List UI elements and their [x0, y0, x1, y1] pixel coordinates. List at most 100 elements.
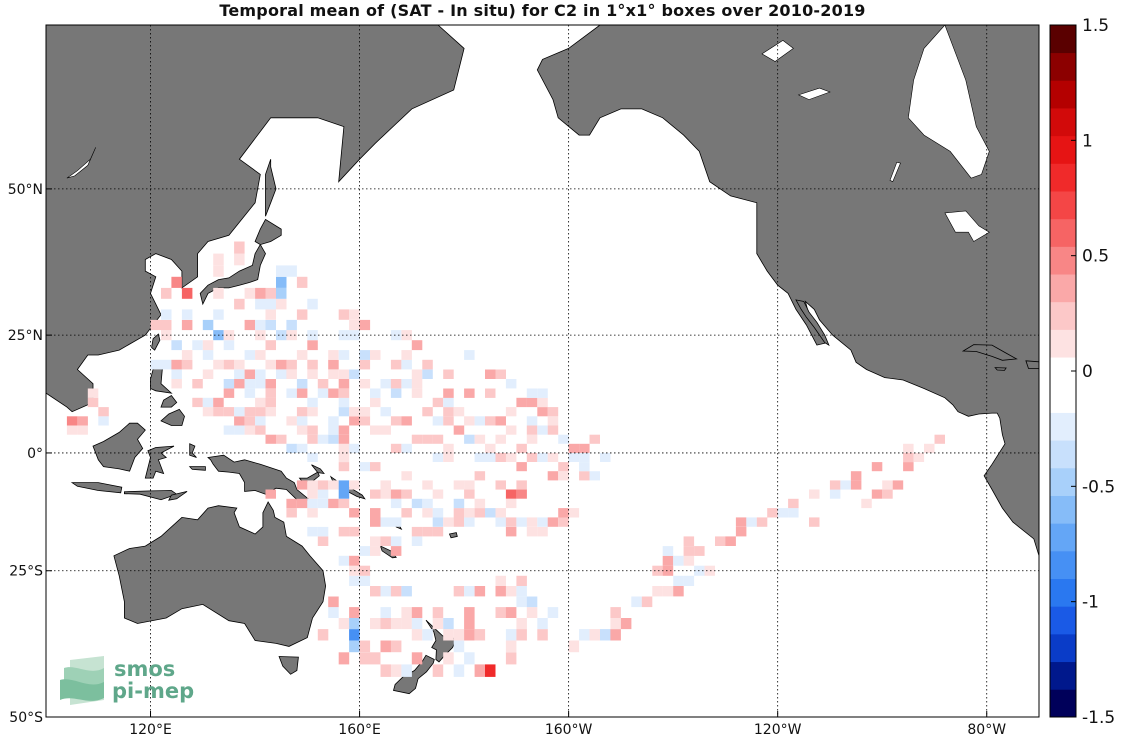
data-cell	[443, 388, 454, 398]
data-cell	[464, 388, 475, 398]
colorbar-segment	[1050, 412, 1076, 441]
data-cell	[411, 388, 423, 398]
data-cell	[328, 416, 339, 426]
data-cell	[223, 407, 235, 417]
data-cell	[401, 350, 412, 360]
data-cell	[652, 565, 663, 576]
data-cell	[380, 586, 391, 597]
data-cell	[338, 407, 350, 417]
colorbar-segment	[1050, 108, 1076, 137]
data-cell	[338, 350, 350, 360]
data-cell	[495, 416, 506, 426]
data-cell	[255, 319, 266, 331]
data-cell	[307, 480, 318, 490]
lake-baikal	[66, 147, 96, 179]
data-cell	[370, 517, 381, 527]
data-cell	[265, 388, 276, 398]
data-cell	[276, 359, 287, 370]
land-lesser-sunda	[124, 490, 178, 501]
colorbar-segment	[1050, 550, 1076, 579]
data-cell	[892, 480, 904, 490]
land-new-guinea	[207, 454, 312, 501]
land-visayas	[160, 394, 178, 408]
data-cell	[505, 498, 517, 509]
colorbar-segment	[1050, 80, 1076, 109]
data-cell	[516, 575, 527, 586]
data-cell	[244, 407, 256, 417]
y-tick-label: 25°S	[9, 564, 43, 580]
data-cell	[422, 359, 433, 370]
colorbar-segment	[1050, 661, 1076, 690]
data-cell	[161, 309, 172, 320]
data-cell	[150, 359, 161, 370]
data-cell	[181, 359, 193, 370]
data-cell	[453, 640, 465, 653]
data-cell	[338, 555, 350, 566]
data-cell	[213, 397, 224, 408]
data-cell	[317, 434, 329, 444]
data-cell	[390, 517, 402, 527]
data-cell	[223, 379, 235, 389]
data-cell	[338, 397, 350, 408]
data-cell	[328, 607, 339, 618]
data-cell	[443, 517, 454, 527]
data-cell	[401, 471, 412, 481]
data-cell	[464, 508, 475, 518]
data-cell	[338, 330, 350, 341]
data-cell	[746, 517, 757, 527]
data-cell	[453, 407, 465, 417]
data-cell	[432, 452, 444, 462]
data-cell	[547, 416, 559, 426]
data-cell	[66, 425, 78, 435]
colorbar-segment	[1050, 633, 1076, 663]
data-cell	[662, 555, 674, 566]
data-cell	[495, 517, 506, 527]
data-cell	[338, 443, 350, 453]
data-cell	[255, 425, 266, 435]
data-cell	[255, 350, 266, 360]
data-cell	[464, 607, 475, 618]
data-cell	[432, 517, 444, 527]
land-borneo	[92, 422, 146, 472]
x-tick-label: 160°W	[545, 722, 593, 738]
data-cell	[244, 350, 256, 360]
data-cell	[244, 319, 256, 331]
data-cell	[255, 379, 266, 389]
data-cell	[505, 526, 517, 537]
data-cell	[307, 489, 318, 499]
data-cell	[453, 629, 465, 641]
data-cell	[328, 350, 339, 360]
data-cell	[829, 480, 841, 490]
data-cell	[380, 640, 391, 653]
data-cell	[924, 443, 935, 453]
colorbar-segment	[1050, 606, 1076, 635]
land-nz-south	[393, 654, 435, 695]
data-cell	[526, 397, 538, 408]
data-cell	[98, 407, 109, 417]
data-cell	[213, 359, 224, 370]
data-cell	[338, 388, 350, 398]
colorbar-tick-label: -0.5	[1082, 477, 1115, 497]
colorbar-segments	[1050, 25, 1076, 718]
data-cell	[516, 489, 527, 499]
data-cell	[809, 489, 820, 499]
data-cell	[558, 462, 569, 472]
data-cell	[589, 629, 600, 641]
data-cell	[265, 319, 276, 331]
data-cell	[338, 369, 350, 379]
data-cell	[265, 287, 276, 299]
data-cell	[464, 480, 475, 490]
data-cell	[485, 443, 496, 453]
data-cell	[265, 340, 276, 351]
data-cell	[328, 369, 339, 379]
colorbar-tick-label: 0	[1082, 362, 1093, 382]
data-cell	[683, 555, 695, 566]
data-cell	[380, 664, 391, 677]
data-cell	[390, 489, 402, 499]
data-cell	[286, 508, 297, 518]
data-cell	[903, 452, 914, 462]
data-cell	[255, 369, 266, 379]
data-cell	[401, 416, 412, 426]
data-cell	[411, 379, 423, 389]
data-cell	[526, 425, 538, 435]
